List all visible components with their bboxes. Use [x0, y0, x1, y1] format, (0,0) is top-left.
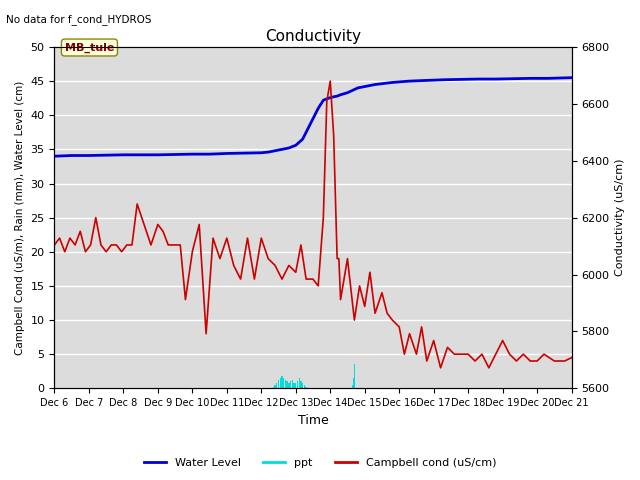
Bar — [302, 383, 303, 388]
Bar — [290, 382, 291, 388]
Bar — [292, 380, 293, 388]
Y-axis label: Campbell Cond (uS/m), Rain (mm), Water Level (cm): Campbell Cond (uS/m), Rain (mm), Water L… — [15, 81, 25, 355]
Title: Conductivity: Conductivity — [265, 29, 361, 44]
Bar — [278, 380, 279, 388]
Legend: Water Level, ppt, Campbell cond (uS/cm): Water Level, ppt, Campbell cond (uS/cm) — [140, 453, 500, 472]
Bar — [305, 387, 307, 388]
Bar — [352, 385, 353, 388]
Bar — [304, 385, 305, 388]
Bar — [300, 382, 301, 388]
Y-axis label: Conductivity (uS/cm): Conductivity (uS/cm) — [615, 159, 625, 276]
Bar — [283, 378, 284, 388]
Text: MB_tule: MB_tule — [65, 42, 114, 53]
Bar — [281, 376, 283, 388]
Bar — [273, 387, 274, 388]
Bar — [276, 383, 278, 388]
Bar — [275, 385, 276, 388]
Bar — [288, 383, 289, 388]
Bar — [295, 383, 296, 388]
Bar — [297, 382, 298, 388]
Bar — [353, 378, 354, 388]
Bar — [298, 378, 300, 388]
Text: No data for f_cond_HYDROS: No data for f_cond_HYDROS — [6, 14, 152, 25]
Bar — [280, 378, 281, 388]
Bar — [354, 364, 355, 388]
Bar — [287, 382, 288, 388]
Bar — [293, 383, 295, 388]
X-axis label: Time: Time — [298, 414, 328, 427]
Bar — [285, 380, 286, 388]
